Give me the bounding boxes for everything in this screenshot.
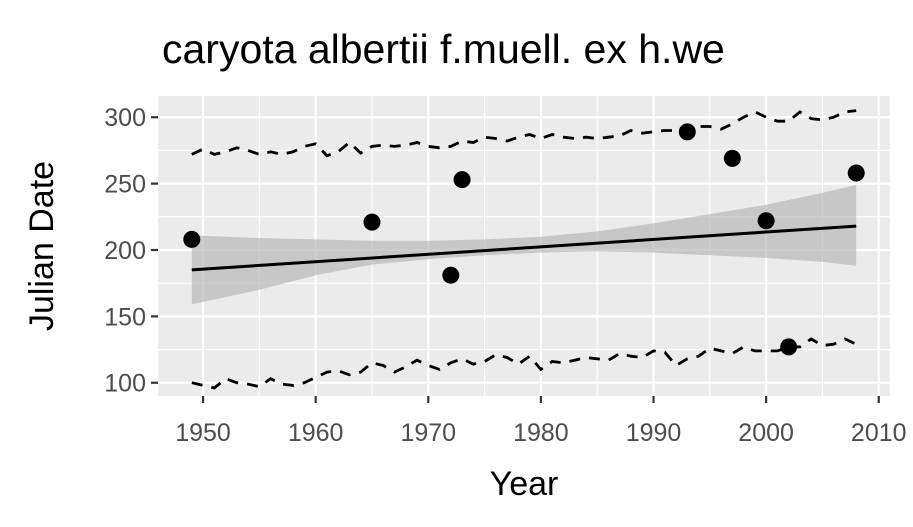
data-point: [780, 338, 798, 356]
x-tick-label: 1980: [513, 419, 569, 447]
data-point: [183, 230, 201, 248]
x-tick-label: 1950: [175, 419, 231, 447]
y-axis: 100 150 200 250 300: [104, 104, 158, 398]
lower-bound-line: [191, 337, 857, 390]
data-point: [363, 213, 381, 231]
data-point: [757, 212, 775, 230]
data-point: [723, 149, 741, 167]
x-tick-label: 2000: [738, 419, 794, 447]
x-axis: 1950 1960 1970 1980 1990 2000 2010: [175, 396, 907, 447]
y-tick-label: 250: [104, 171, 146, 199]
y-tick-label: 150: [104, 303, 146, 331]
chart-title: caryota albertii f.muell. ex h.we: [162, 26, 725, 72]
confidence-band: [191, 184, 857, 305]
series-layer: [183, 109, 865, 390]
x-tick-label: 1970: [400, 419, 456, 447]
y-tick-label: 300: [104, 104, 146, 132]
data-point: [678, 123, 696, 141]
x-tick-label: 1990: [626, 419, 682, 447]
data-point: [453, 171, 471, 189]
y-tick-label: 200: [104, 237, 146, 265]
trend-line: [191, 224, 857, 272]
x-axis-title: Year: [490, 465, 559, 503]
data-point: [442, 266, 460, 284]
data-point: [847, 164, 865, 182]
upper-bound-line: [191, 109, 857, 158]
x-tick-label: 2010: [851, 419, 907, 447]
y-tick-label: 100: [104, 370, 146, 398]
x-tick-label: 1960: [288, 419, 344, 447]
y-axis-title: Julian Date: [23, 161, 61, 331]
